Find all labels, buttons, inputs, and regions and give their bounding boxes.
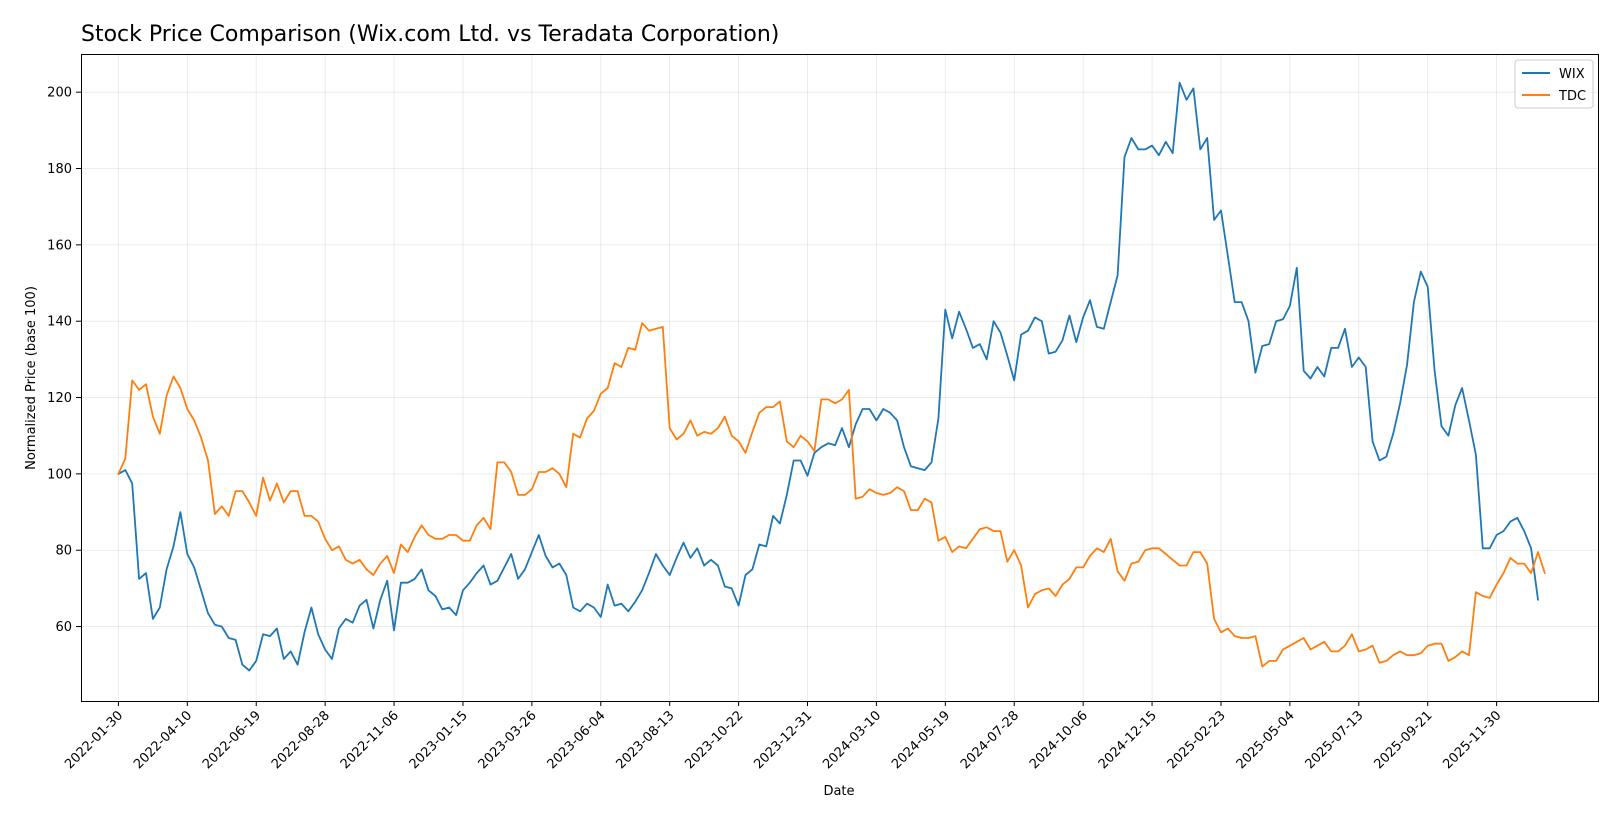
chart-title: Stock Price Comparison (Wix.com Ltd. vs … [81, 22, 779, 47]
y-tick-label: 140 [47, 315, 72, 330]
y-tick-label: 60 [55, 620, 72, 635]
x-tick-label: 2025-05-04 [1234, 708, 1298, 772]
x-tick-label: 2024-12-15 [1096, 708, 1160, 772]
x-tick-label: 2025-02-23 [1165, 708, 1229, 772]
x-tick-label: 2024-07-28 [958, 708, 1022, 772]
x-axis-label: Date [823, 784, 854, 799]
y-tick-label: 80 [55, 544, 72, 559]
x-tick-label: 2025-07-13 [1303, 708, 1367, 772]
x-tick-label: 2025-09-21 [1371, 708, 1435, 772]
x-tick-label: 2023-06-04 [545, 708, 609, 772]
x-tick-label: 2022-06-19 [200, 708, 264, 772]
x-tick-label: 2023-01-15 [407, 708, 471, 772]
x-tick-label: 2024-05-19 [889, 708, 953, 772]
plot-frame [81, 54, 1599, 702]
x-tick-label: 2023-08-13 [613, 708, 677, 772]
x-tick-label: 2023-10-22 [682, 708, 746, 772]
y-tick-label: 200 [47, 86, 72, 101]
x-tick-label: 2022-01-30 [62, 708, 126, 772]
x-tick-label: 2022-08-28 [269, 708, 333, 772]
series-line-tdc [117, 322, 1546, 668]
x-axis: 2022-01-30 2022-04-10 2022-06-19 2022-08-28… [62, 701, 1504, 772]
legend-label-wix: WIX [1559, 67, 1585, 82]
y-tick-label: 160 [47, 238, 72, 253]
y-axis: 60 80 100 120 140 160 180 200 [47, 86, 81, 635]
y-axis-label: Normalized Price (base 100) [24, 286, 39, 470]
series-line-wix [117, 81, 1539, 672]
x-tick-label: 2024-03-10 [820, 708, 884, 772]
x-tick-label: 2022-04-10 [131, 708, 195, 772]
grid-lines [81, 54, 1598, 701]
series-layer [117, 81, 1546, 672]
legend-label-tdc: TDC [1558, 89, 1586, 104]
y-tick-label: 180 [47, 162, 72, 177]
x-tick-label: 2024-10-06 [1027, 708, 1091, 772]
x-tick-label: 2023-03-26 [476, 708, 540, 772]
x-tick-label: 2023-12-31 [751, 708, 815, 772]
x-tick-label: 2022-11-06 [338, 708, 402, 772]
legend: WIX TDC [1514, 59, 1594, 109]
y-tick-label: 120 [47, 391, 72, 406]
x-tick-label: 2025-11-30 [1440, 708, 1504, 772]
y-tick-label: 100 [47, 467, 72, 482]
